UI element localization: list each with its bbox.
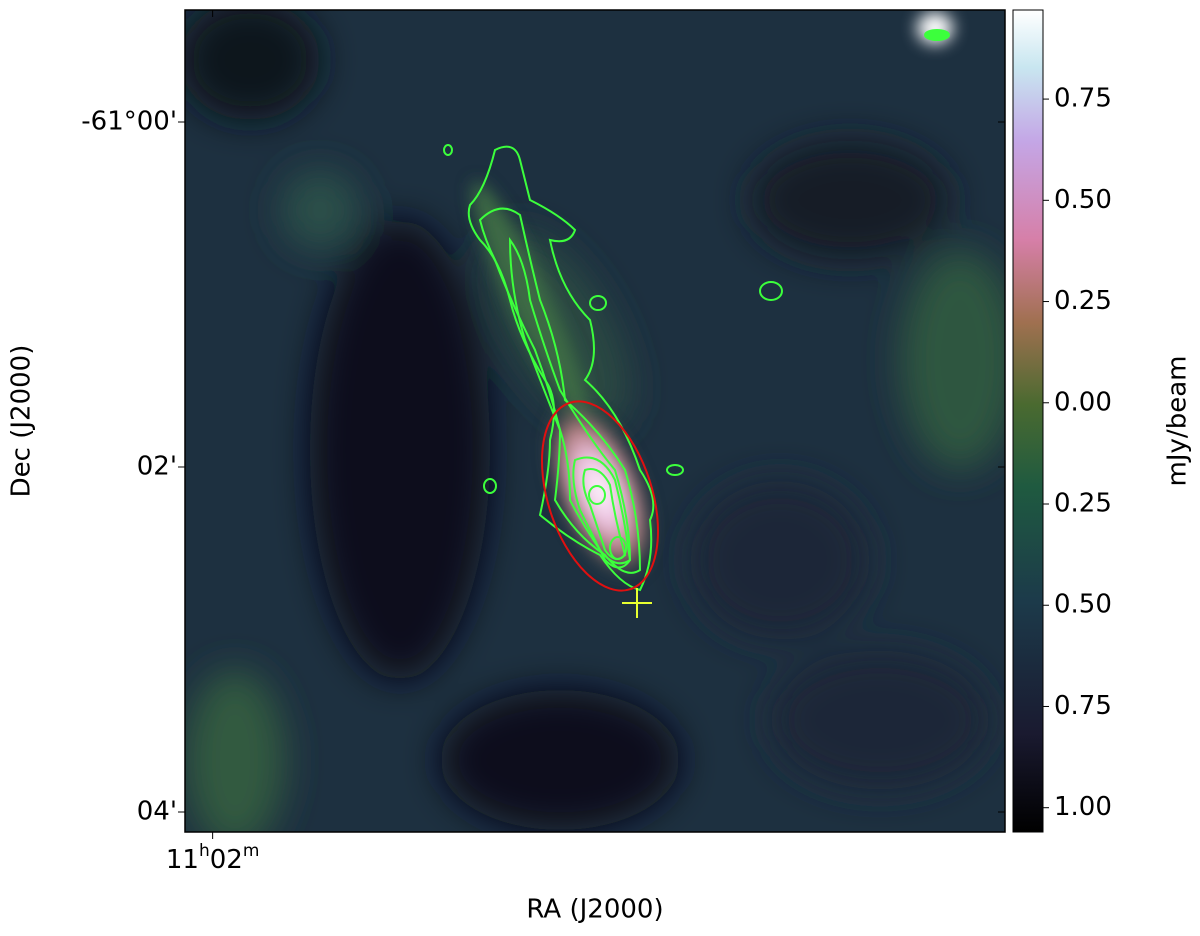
y-tick-label: 02': [137, 451, 177, 481]
x-tick-label: 11h02m: [166, 841, 260, 875]
colorbar-tick-label: 0.00: [1054, 387, 1112, 417]
colorbar-tick-label: 0.50: [1054, 590, 1112, 620]
colorbar-tick-label: 1.00: [1054, 792, 1112, 822]
colorbar-tick-label: 0.25: [1054, 286, 1112, 316]
colorbar-tick-label: 0.75: [1054, 691, 1112, 721]
y-axis-label: Dec (J2000): [7, 345, 37, 498]
colorbar-tick-label: 0.50: [1054, 185, 1112, 215]
sky-image: [185, 10, 1005, 832]
x-axis-label: RA (J2000): [526, 895, 663, 925]
y-tick-label: -61°00': [81, 106, 177, 136]
colorbar-tick-label: 0.75: [1054, 84, 1112, 114]
plot-frame: [184, 9, 1006, 833]
colorbar-label: mJy/beam: [1163, 356, 1193, 487]
colorbar: [1012, 9, 1044, 833]
colorbar-tick-label: 0.25: [1054, 489, 1112, 519]
y-tick-label: 04': [137, 796, 177, 826]
